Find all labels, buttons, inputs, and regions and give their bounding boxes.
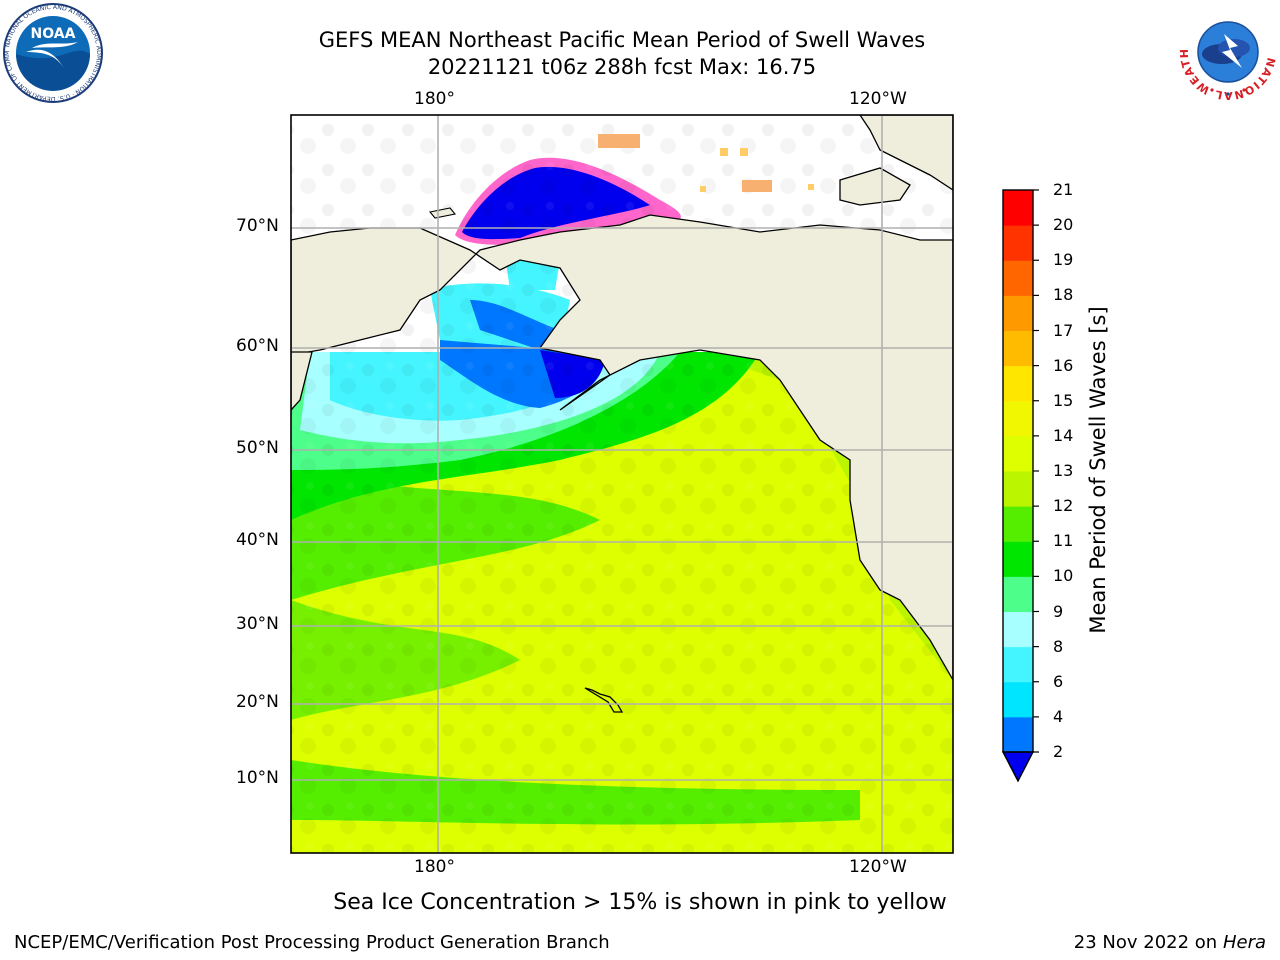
- lat-tick-50n: 50°N: [236, 438, 279, 458]
- footer-credit: NCEP/EMC/Verification Post Processing Pr…: [14, 932, 610, 953]
- colorbar-bin: [1003, 365, 1033, 402]
- plot-title: GEFS MEAN Northeast Pacific Mean Period …: [318, 28, 926, 52]
- footer-host: Hera: [1222, 932, 1266, 953]
- colorbar-tick-label: 11: [1053, 531, 1074, 551]
- colorbar-bin: [1003, 716, 1033, 753]
- lat-tick-60n: 60°N: [236, 336, 279, 356]
- colorbar-bin: [1003, 295, 1033, 331]
- colorbar-tick-label: 14: [1053, 425, 1074, 445]
- colorbar-bin: [1003, 400, 1033, 437]
- lat-tick-30n: 30°N: [236, 614, 279, 634]
- colorbar-bin: [1003, 611, 1033, 648]
- colorbar-bin: [1003, 541, 1033, 577]
- colorbar-bin: [1003, 646, 1033, 683]
- map-field: [291, 115, 953, 853]
- colorbar-bin: [1003, 576, 1033, 612]
- colorbar-tick-label: 20: [1053, 215, 1074, 235]
- lon-tick-bottom-120w: 120°W: [849, 857, 907, 877]
- colorbar-tick-label: 17: [1053, 320, 1074, 340]
- colorbar-bin: [1003, 330, 1033, 367]
- colorbar-title: Mean Period of Swell Waves [s]: [1086, 306, 1110, 634]
- graticule: [291, 115, 953, 853]
- colorbar-bin: [1003, 190, 1033, 226]
- lat-tick-70n: 70°N: [236, 216, 279, 236]
- lon-tick-top-180: 180°: [414, 89, 455, 109]
- sea-ice-caption: Sea Ice Concentration > 15% is shown in …: [333, 890, 947, 915]
- colorbar-tick-label: 16: [1053, 355, 1074, 375]
- colorbar-bin: [1003, 681, 1033, 718]
- colorbar-tick-label: 19: [1053, 250, 1074, 270]
- colorbar-tick-label: 8: [1053, 636, 1064, 656]
- colorbar-tick-label: 6: [1053, 671, 1064, 691]
- colorbar-bin: [1003, 260, 1033, 296]
- plot-subtitle: 20221121 t06z 288h fcst Max: 16.75: [427, 55, 817, 79]
- colorbar-tick-label: 9: [1053, 601, 1064, 621]
- colorbar-tick-label: 10: [1053, 566, 1074, 586]
- footer-date: 23 Nov 2022 on Hera: [1074, 932, 1266, 953]
- colorbar-extend-arrow: [1001, 751, 1035, 783]
- noaa-logo-text: NOAA: [31, 26, 76, 42]
- lon-tick-bottom-180: 180°: [414, 857, 455, 877]
- colorbar-tick-label: 15: [1053, 390, 1074, 410]
- lat-tick-20n: 20°N: [236, 692, 279, 712]
- colorbar-tick-label: 21: [1053, 180, 1074, 199]
- footer-date-text: 23 Nov 2022 on: [1073, 932, 1218, 953]
- colorbar-tick-label: 18: [1053, 285, 1074, 305]
- lat-tick-40n: 40°N: [236, 530, 279, 550]
- nws-logo: NATIONAL WEATHER SERVICE: [1178, 2, 1277, 102]
- lon-tick-top-120w: 120°W: [849, 89, 907, 109]
- colorbar-tick-label: 2: [1053, 742, 1064, 761]
- map-frame: [290, 114, 954, 854]
- colorbar-bin: [1003, 471, 1033, 507]
- colorbar-bin: [1003, 506, 1033, 542]
- colorbar-tick-label: 13: [1053, 461, 1074, 480]
- lat-tick-10n: 10°N: [236, 768, 279, 788]
- colorbar-bin: [1003, 435, 1033, 472]
- colorbar-tick-label: 4: [1053, 706, 1064, 726]
- noaa-logo: NATIONAL OCEANIC AND ATMOSPHERIC ADMINIS…: [2, 2, 103, 103]
- colorbar-tick-label: 12: [1053, 496, 1074, 516]
- colorbar-bin: [1003, 225, 1033, 261]
